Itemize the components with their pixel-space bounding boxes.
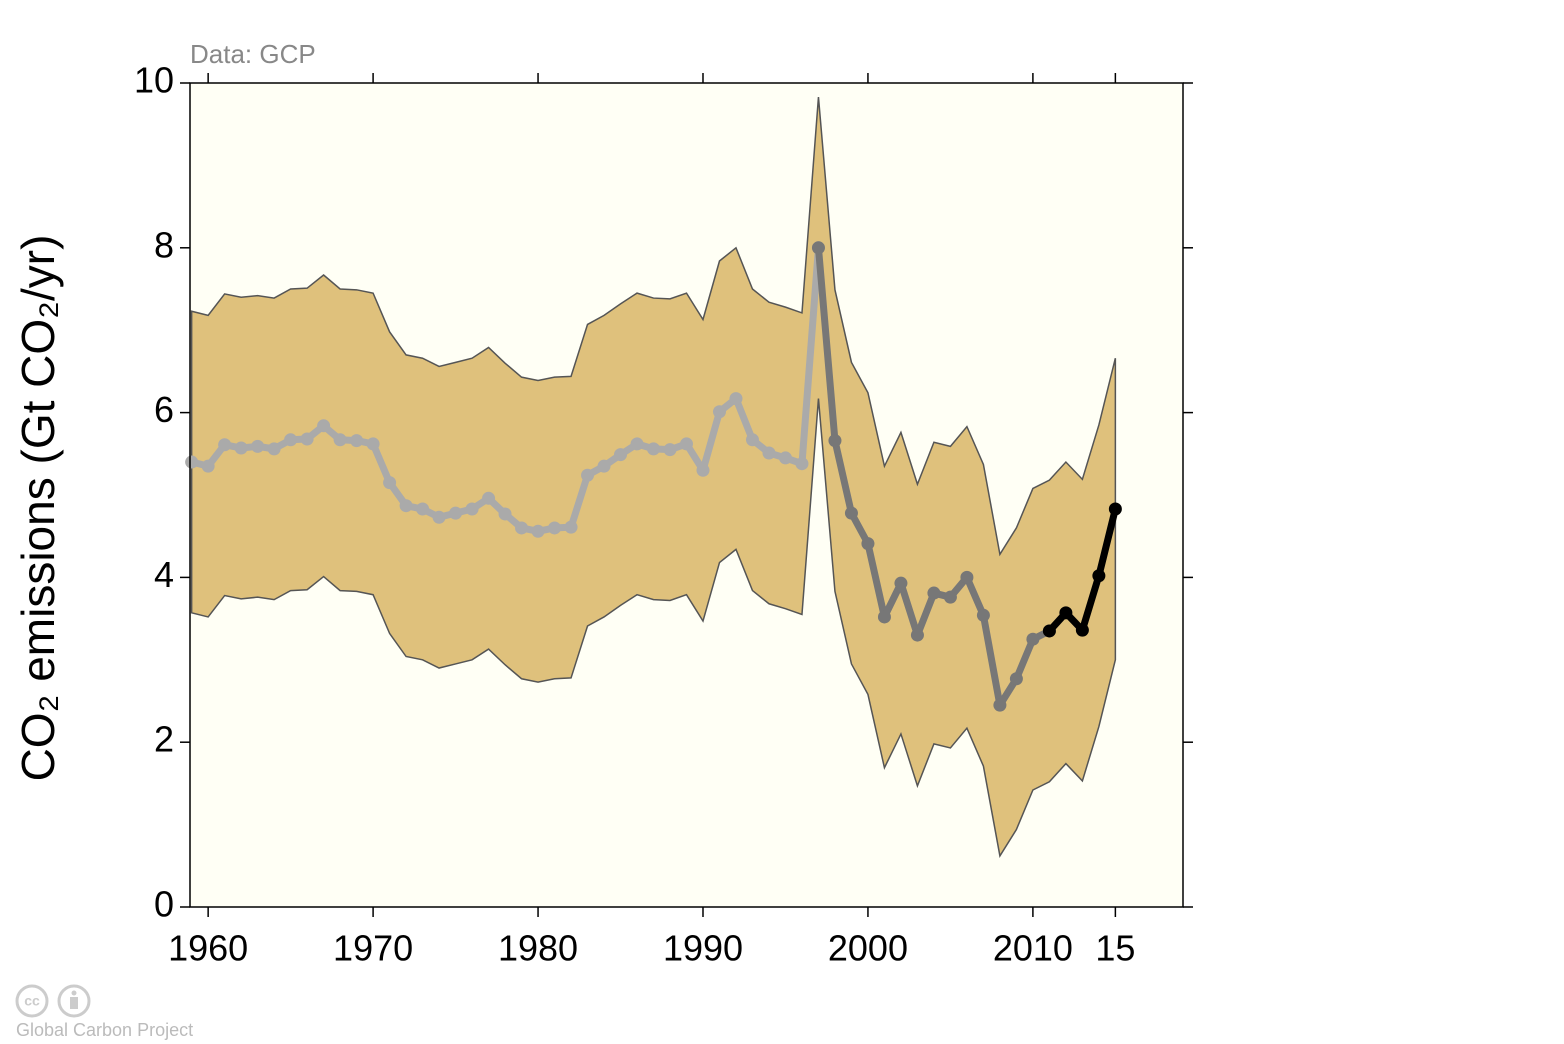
y-tick-label: 8 xyxy=(154,224,174,265)
point xyxy=(647,442,661,456)
point xyxy=(960,570,974,584)
point xyxy=(201,459,215,473)
y-tick-label: 0 xyxy=(154,884,174,925)
point xyxy=(548,521,562,535)
point xyxy=(663,443,677,457)
point xyxy=(185,455,199,469)
y-tick-label: 10 xyxy=(134,60,174,101)
point xyxy=(811,241,825,255)
y-tick-label: 6 xyxy=(154,389,174,430)
point xyxy=(1108,502,1122,516)
point xyxy=(234,441,248,455)
x-tick-label: 1970 xyxy=(333,928,413,969)
source-note: Data: GCP xyxy=(190,39,316,69)
point xyxy=(828,434,842,448)
point xyxy=(877,610,891,624)
y-tick-label: 2 xyxy=(154,719,174,760)
point xyxy=(1075,623,1089,637)
point xyxy=(729,392,743,406)
point xyxy=(614,448,628,462)
point xyxy=(1009,672,1023,686)
point xyxy=(894,576,908,590)
point xyxy=(943,590,957,604)
point xyxy=(218,438,232,452)
point xyxy=(465,502,479,516)
point xyxy=(861,537,875,551)
point xyxy=(317,419,331,433)
point xyxy=(350,434,364,448)
point xyxy=(696,463,710,477)
point xyxy=(564,520,578,534)
point xyxy=(531,524,545,538)
point xyxy=(498,507,512,521)
x-tick-label: 1990 xyxy=(663,928,743,969)
point xyxy=(976,608,990,622)
cc-icons: cc xyxy=(15,984,91,1018)
footer: Global Carbon Project xyxy=(16,1020,193,1040)
point xyxy=(284,433,298,447)
x-tick-label: 1980 xyxy=(498,928,578,969)
point xyxy=(251,439,265,453)
x-tick-label: 1960 xyxy=(168,928,248,969)
point xyxy=(795,457,809,471)
point xyxy=(927,586,941,600)
point xyxy=(630,437,644,451)
point xyxy=(762,446,776,460)
point xyxy=(482,491,496,505)
point xyxy=(993,698,1007,712)
point xyxy=(366,437,380,451)
point xyxy=(416,502,430,516)
uncertainty-band xyxy=(190,96,1117,858)
point xyxy=(597,459,611,473)
point xyxy=(399,499,413,513)
point xyxy=(1026,632,1040,646)
x-tick-label: 2000 xyxy=(828,928,908,969)
point xyxy=(712,405,726,419)
point xyxy=(1042,624,1056,638)
point xyxy=(745,433,759,447)
point xyxy=(300,432,314,446)
plot-layer xyxy=(185,96,1122,858)
plot-frame xyxy=(189,82,1184,908)
point xyxy=(1092,569,1106,583)
point xyxy=(778,451,792,465)
point xyxy=(449,506,463,520)
point xyxy=(432,510,446,524)
point xyxy=(680,437,693,451)
point xyxy=(844,506,858,520)
point xyxy=(1059,606,1073,620)
point xyxy=(581,468,595,482)
point xyxy=(333,433,347,447)
y-axis-title: CO₂ emissions (Gt CO₂/yr) xyxy=(12,235,64,782)
y-tick-label: 4 xyxy=(154,554,174,595)
point xyxy=(267,442,281,456)
x-tick-label: 2010 xyxy=(993,928,1073,969)
svg-text:cc: cc xyxy=(24,993,40,1009)
point xyxy=(515,521,529,535)
point xyxy=(383,476,397,490)
point xyxy=(910,628,924,642)
x-tick-label: 15 xyxy=(1095,928,1135,969)
